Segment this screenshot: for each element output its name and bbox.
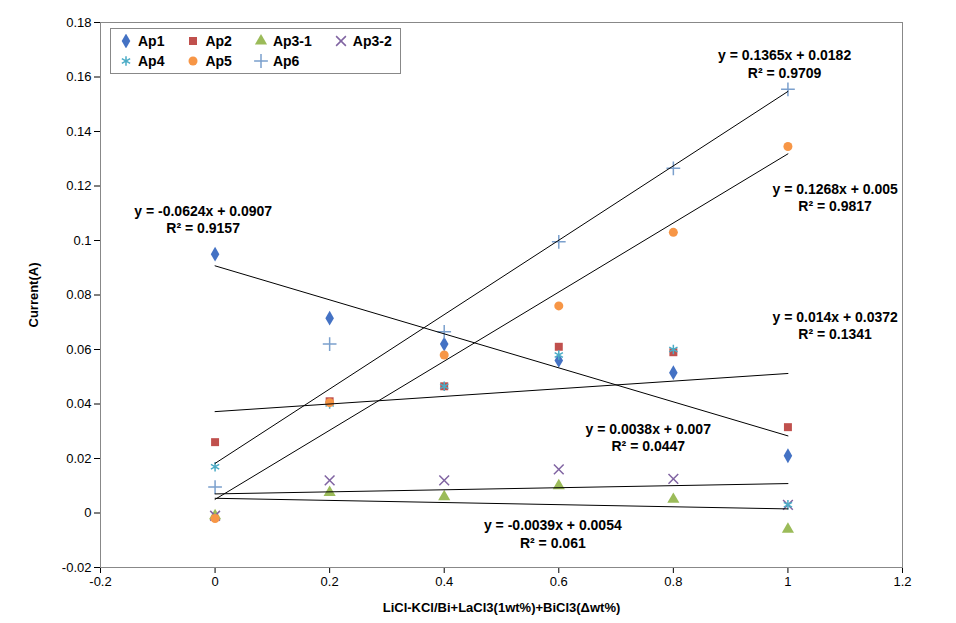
svg-text:0.2: 0.2 [321,574,339,589]
svg-text:0.14: 0.14 [66,124,91,139]
html-text:Ap2: Ap2 [205,33,232,49]
svg-text:0.08: 0.08 [66,287,91,302]
svg-text:0.16: 0.16 [66,69,91,84]
svg-text:y = 0.0038x + 0.007R² = 0.0447: y = 0.0038x + 0.007R² = 0.0447 [586,421,712,455]
svg-text:1: 1 [784,574,791,589]
svg-text:y = -0.0624x + 0.0907R² = 0.91: y = -0.0624x + 0.0907R² = 0.9157 [134,203,272,237]
svg-text:0.04: 0.04 [66,396,91,411]
svg-text:0.06: 0.06 [66,342,91,357]
html-text:Ap3-1: Ap3-1 [272,33,312,49]
svg-text:0.1: 0.1 [73,233,91,248]
svg-text:y = 0.1268x + 0.005R² = 0.9817: y = 0.1268x + 0.005R² = 0.9817 [772,181,898,215]
svg-text:0: 0 [84,505,91,520]
svg-text:y = -0.0039x + 0.0054R² = 0.06: y = -0.0039x + 0.0054R² = 0.061 [484,517,622,551]
svg-text:y = 0.1365x + 0.0182R² = 0.970: y = 0.1365x + 0.0182R² = 0.9709 [718,47,851,81]
svg-text:0.12: 0.12 [66,178,91,193]
html-text:Ap4: Ap4 [138,53,165,69]
svg-text:1.2: 1.2 [893,574,911,589]
html-text:Ap5: Ap5 [205,53,232,69]
svg-text:LiCl-KCl/Bi+LaCl3(1wt%)+BiCl3(: LiCl-KCl/Bi+LaCl3(1wt%)+BiCl3(Δwt%) [383,600,621,615]
html-text:Ap6: Ap6 [272,53,300,69]
html-text:Ap1: Ap1 [138,33,165,49]
svg-text:Current(A): Current(A) [26,263,41,328]
svg-text:0.4: 0.4 [435,574,453,589]
svg-text:0: 0 [211,574,218,589]
svg-text:0.6: 0.6 [550,574,568,589]
svg-text:-0.02: -0.02 [62,560,92,575]
html-text:Ap3-2: Ap3-2 [352,33,392,49]
svg-text:y = 0.014x + 0.0372R² = 0.1341: y = 0.014x + 0.0372R² = 0.1341 [772,309,898,343]
svg-text:-0.2: -0.2 [89,574,111,589]
svg-text:0.02: 0.02 [66,451,91,466]
svg-text:0.8: 0.8 [664,574,682,589]
svg-text:0.18: 0.18 [66,15,91,30]
